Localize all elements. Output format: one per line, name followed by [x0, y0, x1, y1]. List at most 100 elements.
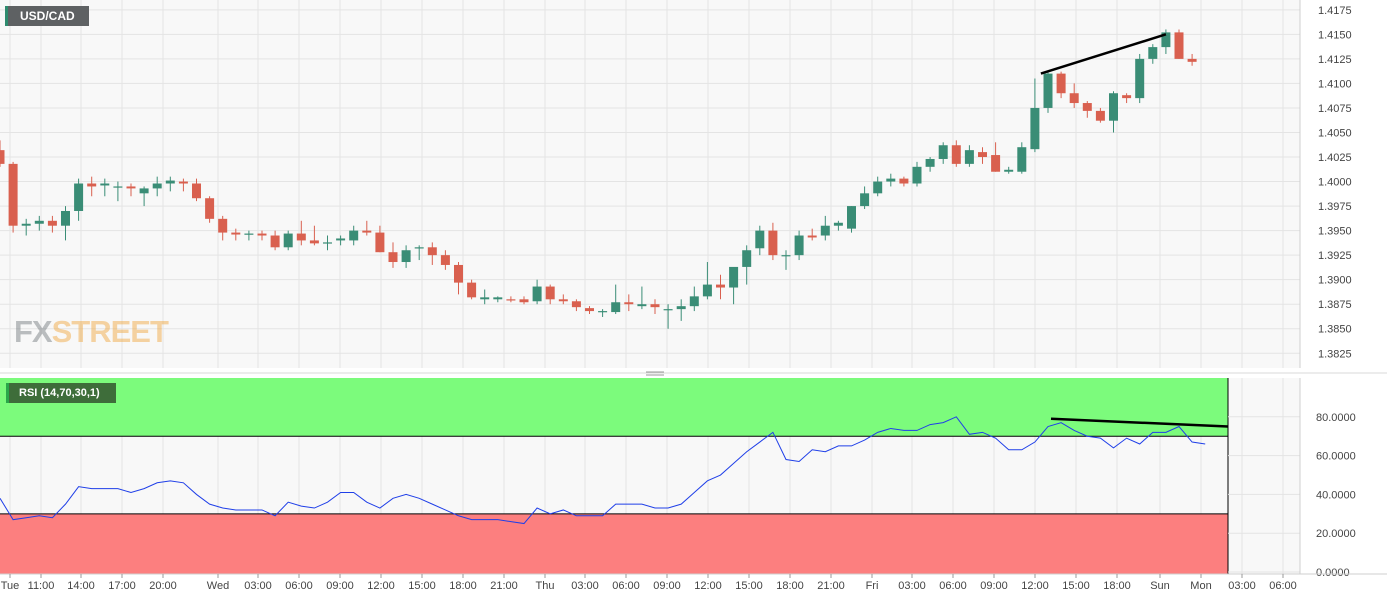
x-tick-label: 21:00: [490, 580, 518, 592]
x-tick-label: Fri: [866, 580, 879, 592]
candle-body: [650, 304, 660, 308]
x-tick-label: Mon: [1190, 580, 1211, 592]
candle-body: [309, 240, 319, 244]
x-tick-label: 06:00: [285, 580, 313, 592]
candle: [493, 296, 503, 303]
candle-body: [951, 145, 961, 164]
candle: [991, 142, 1001, 172]
candle-body: [1082, 103, 1092, 111]
candle-body: [8, 163, 18, 226]
candle-body: [1017, 147, 1027, 172]
candle-body: [978, 152, 987, 158]
candle: [257, 230, 267, 241]
candle: [702, 262, 712, 300]
candle-body: [820, 225, 830, 236]
candle: [1161, 29, 1171, 54]
candle-body: [545, 286, 555, 300]
candle: [807, 228, 817, 241]
candle: [296, 220, 306, 246]
candle-body: [1043, 73, 1053, 108]
candle: [8, 161, 18, 233]
candle-body: [113, 186, 123, 188]
candle: [663, 304, 673, 329]
candle-body: [34, 220, 44, 224]
candle: [598, 309, 608, 317]
candle: [611, 284, 621, 315]
rsi-tick-label: 80.0000: [1316, 412, 1356, 424]
candle-body: [847, 206, 856, 229]
candle-body: [427, 247, 437, 256]
candle-body: [152, 183, 162, 189]
candle: [388, 242, 398, 268]
rsi-tick-label: 20.0000: [1316, 528, 1356, 540]
candle-body: [388, 252, 398, 263]
x-tick-label: 12:00: [1021, 580, 1049, 592]
candle: [1082, 101, 1092, 118]
x-tick-label: 06:00: [939, 580, 967, 592]
candle-body: [480, 297, 490, 300]
candle-body: [192, 183, 201, 199]
x-tick-label: 03:00: [571, 580, 599, 592]
candle: [362, 220, 372, 236]
candle: [978, 147, 987, 164]
candle-body: [571, 301, 581, 308]
candle-body: [244, 233, 254, 235]
x-tick-label: 18:00: [449, 580, 477, 592]
x-tick-label: 21:00: [817, 580, 845, 592]
candle: [689, 286, 699, 312]
rsi-trendline: [1050, 417, 1229, 428]
candle-body: [1174, 32, 1184, 59]
price-tick-label: 1.4175: [1318, 5, 1352, 17]
x-tick-label: 12:00: [694, 580, 722, 592]
candle: [506, 296, 516, 303]
price-tick-label: 1.4075: [1318, 103, 1352, 115]
candle: [585, 306, 594, 315]
price-y-axis: 1.3825 1.3850 1.3875 1.3900 1.3925 1.3950 1.39…: [0, 5, 1352, 360]
candle-body: [899, 178, 909, 184]
candle: [139, 186, 149, 207]
rsi-label: RSI (14,70,30,1): [6, 383, 116, 403]
candle: [1095, 107, 1105, 123]
candle-body: [689, 296, 699, 307]
candle: [87, 176, 97, 197]
candle-body: [598, 311, 608, 313]
candle: [61, 206, 70, 241]
candle-body: [283, 233, 293, 248]
candle: [1187, 53, 1197, 66]
candle: [309, 225, 319, 246]
candle: [152, 176, 162, 197]
candle-body: [768, 230, 778, 256]
candle-body: [375, 232, 385, 253]
candle: [0, 140, 5, 167]
candle: [323, 235, 332, 251]
candle: [716, 274, 725, 300]
x-tick-label: Tue: [1, 580, 20, 592]
price-tick-label: 1.4000: [1318, 177, 1352, 189]
x-tick-label: 11:00: [28, 580, 55, 592]
candle-body: [807, 235, 817, 238]
candle-body: [401, 250, 411, 263]
candle: [1148, 44, 1158, 64]
candle-body: [676, 306, 686, 310]
price-tick-label: 1.3850: [1318, 324, 1352, 336]
candle: [454, 262, 463, 295]
candle-body: [716, 284, 725, 288]
candle: [205, 196, 215, 223]
candle: [283, 230, 293, 251]
candle: [938, 142, 948, 164]
candle-body: [87, 183, 97, 187]
candle: [375, 225, 385, 253]
candle-body: [349, 230, 359, 241]
candle: [192, 178, 201, 202]
x-tick-label: 15:00: [1062, 580, 1090, 592]
x-axis: Tue 11:00 14:00 17:00 20:00 Wed 03:00 06:00 09:0…: [1, 574, 1297, 592]
candle-body: [585, 308, 594, 312]
x-tick-label: 06:00: [612, 580, 640, 592]
candle-body: [938, 145, 948, 159]
candle: [34, 215, 44, 231]
fxstreet-logo: FXSTREET: [14, 314, 169, 349]
candle-body: [860, 193, 870, 207]
rsi-tick-label: 40.0000: [1316, 489, 1356, 501]
rsi-y-axis: 0.0000 20.0000 40.0000 60.0000 80.0000: [1228, 412, 1356, 579]
